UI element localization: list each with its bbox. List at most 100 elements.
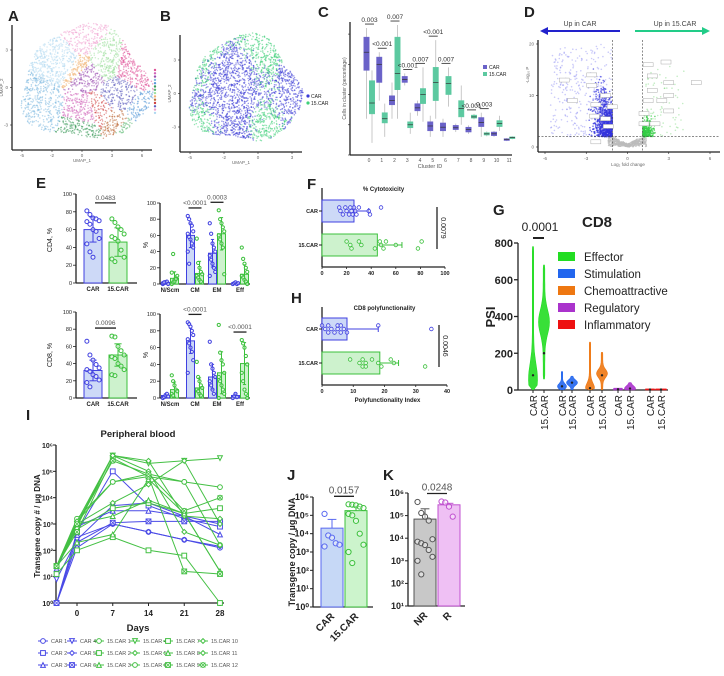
- umap-point: [93, 76, 95, 78]
- umap-point: [63, 97, 65, 99]
- umap-point: [232, 122, 235, 124]
- umap-point: [79, 24, 81, 27]
- umap-point: [75, 44, 77, 47]
- umap-point: [120, 41, 123, 44]
- umap-point: [38, 75, 40, 78]
- umap-point: [267, 50, 269, 53]
- umap-point: [79, 32, 82, 35]
- umap-point: [101, 118, 103, 121]
- umap-point: [105, 98, 108, 101]
- legend-swatch: [153, 88, 157, 92]
- umap-point: [218, 72, 220, 75]
- umap-point: [56, 77, 59, 80]
- umap-point: [99, 47, 102, 49]
- umap-point: [102, 90, 105, 92]
- umap-point: [232, 67, 235, 70]
- umap-point: [239, 128, 241, 131]
- umap-point: [71, 71, 73, 73]
- umap-point: [110, 106, 113, 109]
- umap-point: [218, 67, 220, 69]
- umap-point: [209, 74, 212, 76]
- umap-point: [79, 110, 82, 113]
- umap-point: [196, 119, 198, 121]
- umap-point: [79, 29, 81, 32]
- umap-point: [231, 103, 234, 105]
- umap-point: [74, 48, 77, 51]
- umap-point: [241, 72, 243, 74]
- umap-point: [73, 93, 75, 96]
- umap-point: [240, 61, 242, 64]
- umap-point: [40, 128, 43, 131]
- umap-point: [133, 60, 135, 63]
- umap-point: [270, 97, 273, 100]
- umap-point: [274, 90, 277, 93]
- umap-point: [33, 111, 36, 113]
- umap-point: [72, 77, 74, 80]
- umap-point: [107, 95, 110, 97]
- umap-point: [51, 53, 53, 55]
- umap-point: [264, 47, 267, 49]
- umap-point: [130, 103, 132, 106]
- umap-point: [65, 49, 67, 51]
- umap-point: [246, 121, 248, 124]
- umap-point: [272, 95, 274, 97]
- umap-point: [227, 79, 230, 82]
- umap-point: [219, 97, 221, 99]
- umap-point: [294, 109, 296, 111]
- umap-point: [229, 56, 232, 59]
- umap-point: [234, 72, 237, 75]
- umap-point: [290, 84, 292, 86]
- umap-point: [98, 117, 100, 119]
- umap-point: [278, 113, 280, 115]
- umap-point: [90, 59, 92, 61]
- umap-point: [63, 50, 66, 52]
- umap-point: [80, 82, 82, 84]
- umap-point: [214, 62, 216, 64]
- umap-point: [63, 52, 66, 54]
- umap-point: [201, 120, 203, 123]
- umap-point: [202, 67, 205, 70]
- umap-point: [229, 117, 231, 120]
- umap-point: [80, 98, 83, 101]
- umap-point: [209, 70, 212, 73]
- umap-point: [122, 107, 125, 110]
- umap-point: [66, 39, 68, 42]
- umap-point: [273, 122, 275, 124]
- umap-point: [260, 130, 263, 133]
- umap-point: [197, 89, 200, 91]
- umap-point: [117, 80, 120, 83]
- umap-point: [221, 73, 223, 75]
- umap-point: [251, 116, 254, 118]
- umap-point: [90, 54, 92, 57]
- umap-point: [281, 93, 283, 95]
- umap-point: [266, 67, 268, 70]
- umap-point: [198, 103, 200, 105]
- umap-point: [72, 102, 74, 104]
- umap-point: [48, 116, 50, 119]
- umap-point: [23, 89, 26, 91]
- umap-point: [282, 114, 284, 116]
- umap-point: [258, 40, 260, 43]
- umap-point: [91, 37, 93, 40]
- umap-point: [83, 47, 85, 50]
- umap-point: [73, 73, 75, 76]
- umap-point: [121, 85, 123, 87]
- umap-point: [291, 75, 293, 77]
- umap-point: [127, 120, 129, 122]
- umap-point: [245, 42, 248, 45]
- umap-point: [228, 133, 230, 135]
- umap-point: [245, 111, 247, 114]
- umap-point: [204, 59, 206, 62]
- umap-point: [272, 130, 275, 132]
- umap-point: [97, 83, 100, 85]
- umap-point: [27, 106, 30, 108]
- umap-point: [81, 95, 83, 98]
- umap-point: [20, 102, 23, 105]
- umap-point: [39, 77, 42, 79]
- umap-point: [267, 69, 269, 72]
- umap-point: [97, 64, 99, 67]
- umap-point: [115, 67, 118, 69]
- umap-point: [30, 103, 32, 105]
- umap-point: [270, 103, 272, 106]
- umap-point: [129, 121, 131, 124]
